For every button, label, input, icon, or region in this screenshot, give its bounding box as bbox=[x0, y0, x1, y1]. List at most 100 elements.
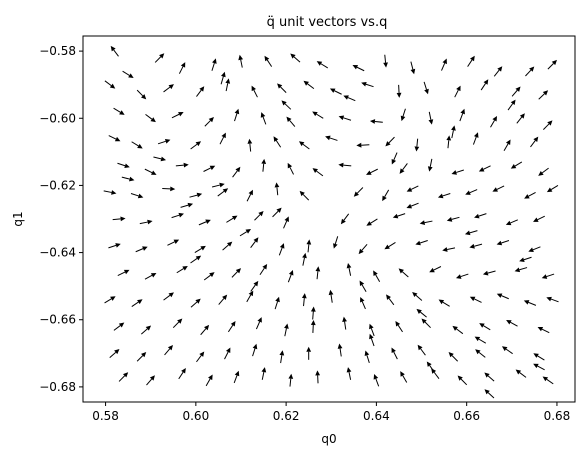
vector-arrow bbox=[366, 168, 378, 175]
vector-arrow bbox=[441, 58, 447, 71]
vector-arrow bbox=[519, 256, 532, 263]
vector-arrow-head bbox=[474, 336, 481, 342]
vector-arrow bbox=[286, 116, 296, 127]
vector-arrow-shaft bbox=[145, 113, 153, 120]
vector-arrow bbox=[273, 136, 282, 148]
vector-arrow-shaft bbox=[348, 371, 352, 380]
vector-arrow-shaft bbox=[198, 221, 207, 226]
vector-arrow-shaft bbox=[302, 257, 305, 266]
vector-arrow-shaft bbox=[312, 311, 314, 320]
vector-arrow-shaft bbox=[280, 86, 287, 94]
vector-arrow-head bbox=[261, 158, 267, 165]
vector-arrow bbox=[178, 62, 186, 74]
vector-arrow bbox=[346, 367, 352, 380]
vector-arrow bbox=[211, 182, 225, 188]
vector-arrow-shaft bbox=[334, 90, 342, 95]
vector-arrow-shaft bbox=[225, 83, 229, 92]
vector-arrow-head bbox=[123, 269, 130, 275]
vector-arrow bbox=[373, 270, 381, 282]
vector-arrow bbox=[537, 326, 550, 334]
vector-arrow-shaft bbox=[366, 355, 370, 363]
vector-arrow-shaft bbox=[514, 161, 523, 167]
vector-arrow bbox=[136, 89, 147, 100]
vector-arrow bbox=[219, 132, 226, 145]
vector-arrow bbox=[104, 296, 116, 304]
vector-arrow bbox=[542, 376, 554, 385]
vector-arrow-head bbox=[400, 371, 405, 377]
vector-arrow bbox=[369, 119, 383, 124]
vector-arrow-head bbox=[182, 265, 188, 271]
vector-arrow-shaft bbox=[250, 284, 256, 292]
vector-arrow bbox=[112, 216, 126, 222]
vector-arrow-head bbox=[299, 190, 305, 197]
vector-arrow-head bbox=[288, 269, 294, 276]
vector-arrow-shaft bbox=[487, 270, 496, 274]
vector-arrow bbox=[446, 216, 460, 222]
vector-arrow bbox=[284, 323, 289, 337]
vector-arrow-shaft bbox=[276, 187, 279, 196]
vector-arrow-shaft bbox=[227, 324, 234, 333]
vector-arrow bbox=[205, 374, 213, 387]
vector-arrow bbox=[399, 163, 408, 174]
vector-arrow-head bbox=[150, 272, 157, 278]
vector-arrow-shaft bbox=[109, 351, 117, 358]
vector-arrow-head bbox=[235, 166, 241, 173]
vector-arrow-head bbox=[124, 163, 130, 169]
vector-arrow bbox=[369, 323, 375, 337]
vector-arrow bbox=[144, 168, 157, 175]
vector-arrow-head bbox=[484, 389, 490, 395]
vector-arrow-head bbox=[421, 318, 427, 324]
vector-arrow-head bbox=[238, 54, 244, 61]
vector-arrow-shaft bbox=[487, 392, 495, 399]
vector-arrow bbox=[232, 166, 241, 178]
vector-arrow-shaft bbox=[487, 375, 495, 382]
vector-arrow-head bbox=[196, 192, 203, 198]
vector-arrow-shaft bbox=[196, 355, 202, 363]
vector-arrow-shaft bbox=[410, 202, 419, 207]
vector-arrow bbox=[506, 319, 518, 327]
vector-arrow-head bbox=[316, 61, 323, 66]
vector-arrow-head bbox=[541, 274, 548, 279]
vector-arrow-head bbox=[205, 219, 211, 224]
vector-arrow-shaft bbox=[410, 185, 419, 190]
vector-arrow-head bbox=[410, 68, 416, 75]
vector-arrow bbox=[459, 108, 465, 122]
vector-arrow bbox=[162, 186, 176, 192]
vector-arrow-head bbox=[137, 299, 143, 305]
vector-arrow bbox=[310, 319, 316, 333]
vector-arrow bbox=[218, 294, 228, 305]
vector-arrow-head bbox=[524, 194, 530, 199]
vector-arrow-head bbox=[346, 367, 352, 373]
vector-arrow bbox=[352, 65, 365, 72]
vector-arrow-shaft bbox=[131, 301, 139, 307]
vector-arrow-shaft bbox=[144, 274, 153, 280]
vector-arrow-head bbox=[170, 186, 176, 192]
vector-arrow-head bbox=[302, 252, 307, 259]
y-tick-label: −0.66 bbox=[39, 313, 76, 327]
vector-arrow bbox=[287, 269, 294, 283]
vector-arrow-head bbox=[412, 291, 418, 298]
vector-arrow bbox=[474, 336, 487, 344]
vector-arrow-shaft bbox=[176, 268, 184, 274]
vector-arrow bbox=[108, 135, 121, 142]
vector-arrow-head bbox=[160, 156, 167, 162]
vector-arrow-shaft bbox=[343, 164, 352, 167]
vector-arrow bbox=[423, 81, 429, 95]
vector-arrow-head bbox=[446, 217, 453, 222]
vector-arrow-shaft bbox=[420, 311, 427, 318]
vector-arrow-shaft bbox=[189, 194, 198, 198]
x-tick-label: 0.62 bbox=[273, 409, 300, 423]
vector-arrow-head bbox=[506, 319, 512, 325]
vector-arrow-shaft bbox=[532, 246, 541, 251]
vector-arrow bbox=[226, 215, 238, 223]
vector-arrow bbox=[131, 141, 143, 149]
vector-arrow-head bbox=[208, 374, 213, 381]
vector-arrow-head bbox=[469, 243, 475, 249]
vector-arrow-head bbox=[426, 361, 432, 367]
vector-arrow bbox=[217, 188, 229, 197]
vector-arrow bbox=[383, 54, 388, 68]
vector-arrow-shaft bbox=[153, 156, 162, 160]
vector-arrow bbox=[140, 325, 152, 335]
vector-arrow bbox=[118, 372, 129, 382]
vector-arrow-shaft bbox=[171, 214, 180, 219]
